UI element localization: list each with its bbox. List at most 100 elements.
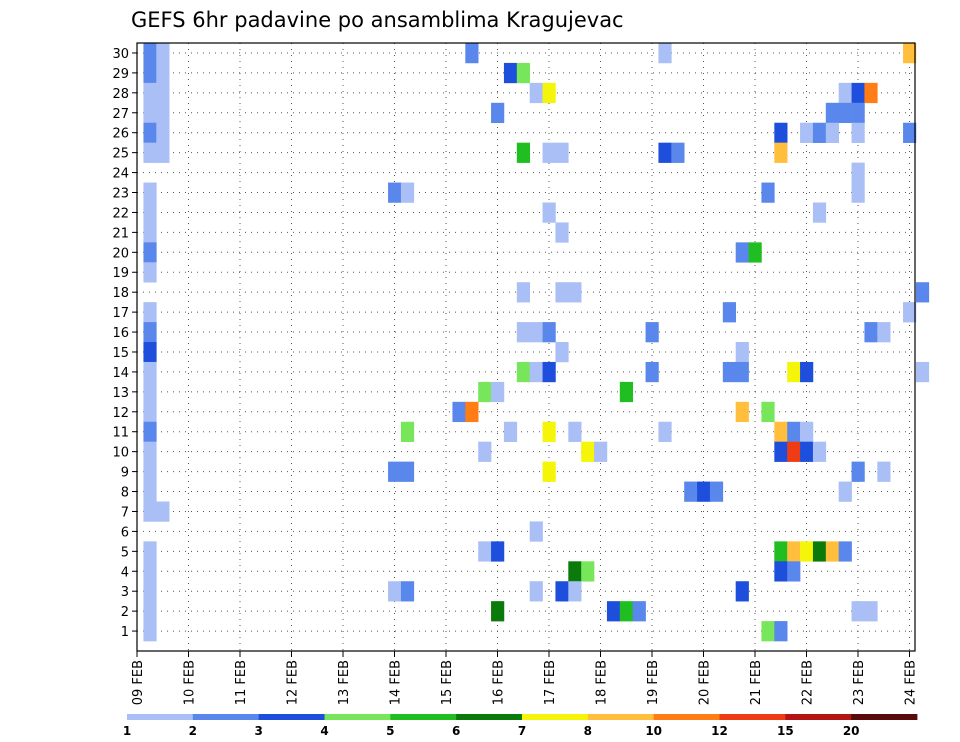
colorbar-label: 6 bbox=[452, 724, 460, 738]
data-cell bbox=[594, 441, 608, 462]
data-cell bbox=[143, 541, 157, 562]
data-cell bbox=[143, 401, 157, 423]
data-cell bbox=[143, 262, 157, 283]
x-tick-label: 15 FEB bbox=[440, 660, 455, 705]
data-cell bbox=[915, 282, 930, 303]
data-cell bbox=[722, 361, 736, 383]
data-cell bbox=[143, 102, 157, 124]
data-cell bbox=[800, 122, 814, 143]
data-cell bbox=[143, 302, 157, 323]
data-cell bbox=[606, 601, 621, 622]
data-cell bbox=[491, 541, 505, 562]
data-cell bbox=[774, 621, 788, 642]
data-cell bbox=[877, 461, 891, 482]
data-cell bbox=[787, 361, 801, 383]
y-axis: 1234567891011121314151617181920212223242… bbox=[112, 47, 137, 640]
data-cell bbox=[684, 481, 698, 502]
y-tick-label: 24 bbox=[112, 167, 129, 182]
data-cell bbox=[581, 561, 595, 582]
data-cell bbox=[503, 421, 518, 442]
data-cell bbox=[516, 62, 530, 84]
x-tick-label: 12 FEB bbox=[286, 660, 301, 705]
data-cell bbox=[156, 82, 170, 104]
colorbar-label: 4 bbox=[320, 724, 328, 738]
data-cell bbox=[851, 461, 865, 482]
data-cell bbox=[388, 461, 402, 482]
y-tick-label: 3 bbox=[121, 585, 129, 600]
data-cell bbox=[516, 322, 530, 343]
data-cell bbox=[735, 242, 749, 263]
data-cell bbox=[143, 481, 157, 502]
data-cell bbox=[529, 521, 543, 542]
data-cell bbox=[143, 62, 157, 84]
y-tick-label: 7 bbox=[121, 505, 129, 520]
x-tick-label: 10 FEB bbox=[183, 660, 198, 705]
colorbar-segment bbox=[390, 714, 457, 720]
data-cell bbox=[787, 541, 801, 562]
colorbar-segment bbox=[719, 714, 786, 720]
y-tick-label: 1 bbox=[121, 625, 129, 640]
data-cell bbox=[156, 43, 170, 64]
data-cell bbox=[671, 142, 685, 163]
colorbar-label: 1 bbox=[123, 724, 131, 738]
data-cell bbox=[864, 322, 878, 343]
data-cell bbox=[516, 142, 530, 163]
data-cell bbox=[774, 421, 788, 442]
data-cell bbox=[452, 401, 466, 423]
data-cell bbox=[761, 621, 775, 642]
y-tick-label: 4 bbox=[121, 565, 129, 580]
data-cell bbox=[529, 361, 543, 383]
data-cell bbox=[812, 541, 827, 562]
y-tick-label: 6 bbox=[121, 525, 129, 540]
data-cell bbox=[555, 142, 569, 163]
data-cell bbox=[645, 361, 659, 383]
data-cell bbox=[156, 142, 170, 163]
data-cell bbox=[491, 381, 505, 403]
data-cell bbox=[478, 441, 492, 462]
data-cell bbox=[800, 421, 814, 442]
data-cell bbox=[787, 561, 801, 582]
colorbar-label: 10 bbox=[645, 724, 662, 738]
data-cell bbox=[825, 102, 839, 124]
data-cell bbox=[143, 501, 157, 522]
data-cell bbox=[400, 421, 415, 442]
colorbar-segment bbox=[587, 714, 655, 720]
data-cell bbox=[774, 441, 788, 462]
y-tick-label: 28 bbox=[112, 87, 129, 102]
colorbar-label: 20 bbox=[843, 724, 860, 738]
colorbar-segment bbox=[456, 714, 523, 720]
y-tick-label: 14 bbox=[112, 366, 129, 381]
data-cell bbox=[800, 541, 814, 562]
data-cell bbox=[516, 282, 530, 303]
data-cell bbox=[851, 601, 865, 622]
y-tick-label: 29 bbox=[112, 67, 129, 82]
data-cell bbox=[143, 581, 157, 602]
data-cell bbox=[542, 142, 556, 163]
data-cell bbox=[825, 122, 839, 143]
colorbar-segment bbox=[851, 714, 918, 720]
data-cell bbox=[529, 82, 543, 104]
data-cell bbox=[478, 541, 492, 562]
data-cell bbox=[851, 162, 865, 183]
data-cell bbox=[143, 421, 157, 442]
x-tick-label: 13 FEB bbox=[337, 660, 352, 705]
colorbar-label: 7 bbox=[518, 724, 526, 738]
data-cell bbox=[529, 581, 543, 602]
data-cell bbox=[516, 361, 530, 383]
data-cell bbox=[529, 322, 543, 343]
data-cell bbox=[143, 242, 157, 263]
data-cell bbox=[542, 421, 556, 442]
colorbar-label: 8 bbox=[584, 724, 592, 738]
data-cell bbox=[555, 581, 569, 602]
data-cell bbox=[812, 202, 827, 223]
data-cell bbox=[555, 342, 569, 363]
y-tick-label: 17 bbox=[112, 306, 129, 321]
x-tick-label: 14 FEB bbox=[389, 660, 404, 705]
y-tick-label: 8 bbox=[121, 486, 129, 501]
y-tick-label: 27 bbox=[112, 107, 129, 122]
y-tick-label: 11 bbox=[112, 426, 129, 441]
data-cell bbox=[465, 401, 479, 423]
y-tick-label: 18 bbox=[112, 286, 129, 301]
data-cell bbox=[143, 601, 157, 622]
data-cell bbox=[748, 242, 762, 263]
